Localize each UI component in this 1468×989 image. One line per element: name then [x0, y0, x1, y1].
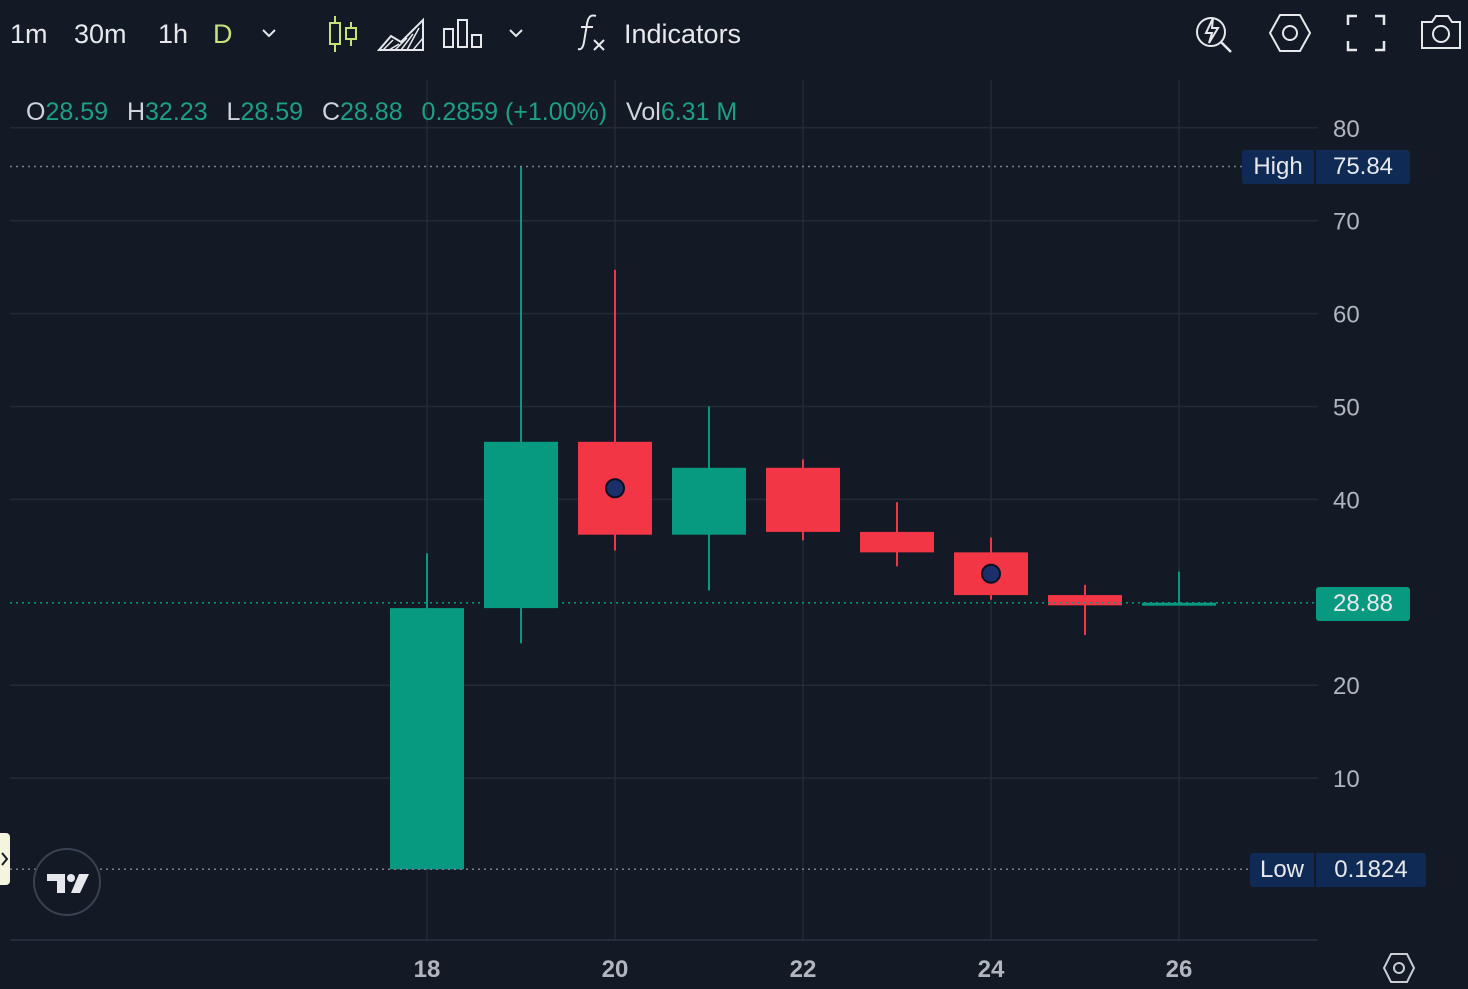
- interval-30m[interactable]: 30m: [74, 19, 127, 49]
- low-badge-value: 0.1824: [1316, 853, 1426, 887]
- y-axis: 10 20 40 50 60 70 80: [1333, 116, 1360, 793]
- x-tick-label: 24: [978, 956, 1005, 983]
- y-tick-label: 20: [1333, 673, 1360, 700]
- grid-lines: [10, 80, 1318, 940]
- y-tick-label: 80: [1333, 116, 1360, 143]
- x-axis: 18 20 22 24 26: [10, 939, 1318, 983]
- area-chart-icon[interactable]: [377, 16, 425, 52]
- candles-icon[interactable]: [326, 14, 360, 54]
- candle-20[interactable]: [578, 269, 652, 551]
- open-value: 28.59: [45, 98, 109, 126]
- high-badge-label: High: [1242, 150, 1314, 184]
- high-value: 32.23: [145, 98, 208, 126]
- alert-icon[interactable]: [1194, 10, 1234, 54]
- interval-1h[interactable]: 1h: [158, 19, 189, 49]
- settings-icon[interactable]: [1268, 12, 1312, 54]
- function-icon[interactable]: [576, 12, 608, 54]
- interval-1m[interactable]: 1m: [10, 19, 48, 49]
- candle-body: [766, 467, 840, 532]
- x-tick-label: 26: [1166, 956, 1193, 983]
- candles: [390, 166, 1216, 870]
- scale-settings-icon[interactable]: [1382, 952, 1416, 989]
- y-tick-label: 60: [1333, 302, 1360, 329]
- indicators-button[interactable]: Indicators: [624, 19, 742, 49]
- x-tick-label: 22: [790, 956, 817, 983]
- candle-18[interactable]: [390, 553, 464, 870]
- fullscreen-icon[interactable]: [1346, 14, 1386, 52]
- volume-value: 6.31 M: [660, 98, 738, 126]
- candle-19[interactable]: [484, 166, 558, 644]
- candle-21[interactable]: [672, 406, 746, 591]
- candle-body: [672, 467, 746, 535]
- event-marker: [605, 478, 625, 499]
- camera-icon[interactable]: [1418, 12, 1464, 52]
- y-tick-label: 40: [1333, 487, 1360, 514]
- last-price-badge: 28.88: [1316, 587, 1410, 621]
- candle-25[interactable]: [1048, 584, 1122, 636]
- interval-d[interactable]: D: [213, 19, 233, 49]
- candle-23[interactable]: [860, 502, 934, 567]
- bars-icon[interactable]: [442, 17, 484, 49]
- close-value: 28.88: [340, 98, 403, 126]
- candle-body: [860, 531, 934, 553]
- event-marker: [981, 563, 1001, 584]
- candle-body: [1048, 595, 1122, 606]
- open-label: O: [26, 98, 46, 126]
- close-label: C: [321, 98, 341, 126]
- high-label: H: [126, 98, 146, 126]
- chevron-down-icon[interactable]: [258, 22, 280, 44]
- y-tick-label: 70: [1333, 209, 1360, 236]
- left-panel-toggle[interactable]: [0, 833, 10, 885]
- candle-body: [1142, 602, 1216, 606]
- x-tick-label: 20: [602, 956, 629, 983]
- ohlc-legend: O28.59 H32.23 L28.59 C28.88 0.2859 (+1.0…: [26, 94, 749, 130]
- high-badge-value: 75.84: [1316, 150, 1410, 184]
- reference-lines: [10, 165, 1316, 871]
- candle-24[interactable]: [954, 537, 1028, 600]
- tradingview-logo[interactable]: [33, 848, 101, 916]
- candle-26[interactable]: [1142, 571, 1216, 606]
- top-toolbar: 1m 30m 1h D Indi: [0, 0, 1468, 70]
- low-value: 28.59: [240, 98, 304, 126]
- candle-body: [390, 608, 464, 870]
- low-badge-label: Low: [1250, 853, 1314, 887]
- y-tick-label: 50: [1333, 395, 1360, 422]
- volume-label: Vol: [626, 98, 661, 126]
- change-value: 0.2859 (+1.00%): [421, 98, 608, 126]
- x-tick-label: 18: [414, 956, 441, 983]
- low-label: L: [226, 98, 241, 126]
- candle-22[interactable]: [766, 459, 840, 541]
- chevron-down-icon[interactable]: [505, 22, 527, 44]
- y-tick-label: 10: [1333, 766, 1360, 793]
- candle-body: [484, 441, 558, 609]
